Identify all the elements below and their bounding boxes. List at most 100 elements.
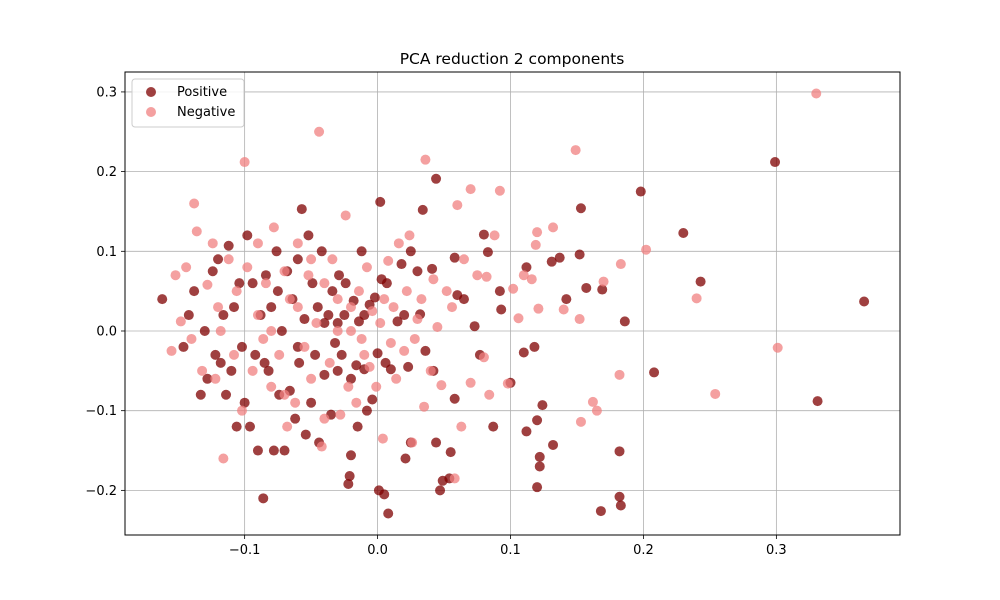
positive-point bbox=[859, 296, 870, 307]
positive-point bbox=[202, 373, 213, 384]
negative-point bbox=[311, 318, 322, 329]
positive-point bbox=[521, 426, 532, 437]
positive-point bbox=[770, 157, 781, 168]
positive-point bbox=[494, 286, 505, 297]
negative-point bbox=[772, 342, 783, 353]
negative-point bbox=[279, 389, 290, 400]
positive-point bbox=[635, 186, 646, 197]
negative-point bbox=[452, 200, 463, 211]
negative-point bbox=[558, 304, 569, 315]
positive-point bbox=[554, 252, 565, 263]
positive-point bbox=[375, 196, 386, 207]
positive-point bbox=[376, 274, 387, 285]
negative-point bbox=[533, 303, 544, 314]
positive-point bbox=[356, 246, 367, 257]
positive-point bbox=[319, 369, 330, 380]
negative-point bbox=[166, 345, 177, 356]
positive-point bbox=[532, 482, 543, 493]
positive-point bbox=[367, 394, 378, 405]
positive-point bbox=[532, 415, 543, 426]
negative-point bbox=[530, 239, 541, 250]
negative-point bbox=[175, 316, 186, 327]
positive-point bbox=[403, 361, 414, 372]
negative-point bbox=[247, 365, 258, 376]
positive-point bbox=[300, 429, 311, 440]
positive-point bbox=[537, 400, 548, 411]
negative-point bbox=[359, 349, 370, 360]
negative-point bbox=[570, 145, 581, 156]
negative-point bbox=[356, 333, 367, 344]
legend-marker-positive bbox=[146, 87, 156, 97]
positive-point bbox=[268, 445, 279, 456]
negative-point bbox=[343, 381, 354, 392]
negative-point bbox=[591, 405, 602, 416]
negative-point bbox=[481, 271, 492, 282]
negative-point bbox=[332, 325, 343, 336]
positive-point bbox=[427, 263, 438, 274]
negative-point bbox=[279, 266, 290, 277]
negative-point bbox=[292, 238, 303, 249]
negative-point bbox=[615, 259, 626, 270]
negative-point bbox=[432, 322, 443, 333]
negative-point bbox=[641, 244, 652, 255]
x-tick-label: −0.1 bbox=[229, 543, 261, 558]
positive-point bbox=[332, 365, 343, 376]
positive-point bbox=[695, 276, 706, 287]
negative-point bbox=[508, 283, 519, 294]
positive-point bbox=[306, 397, 317, 408]
negative-point bbox=[447, 302, 458, 313]
negative-point bbox=[425, 365, 436, 376]
positive-point bbox=[310, 349, 321, 360]
negative-point bbox=[478, 352, 489, 363]
negative-point bbox=[532, 227, 543, 238]
positive-point bbox=[619, 316, 630, 327]
positive-point bbox=[373, 485, 384, 496]
positive-point bbox=[546, 256, 557, 267]
positive-point bbox=[226, 365, 237, 376]
data-points bbox=[157, 88, 870, 519]
positive-point bbox=[615, 500, 626, 511]
negative-point bbox=[314, 126, 325, 137]
positive-point bbox=[312, 302, 323, 313]
negative-point bbox=[282, 421, 293, 432]
negative-point bbox=[316, 441, 327, 452]
positive-point bbox=[236, 341, 247, 352]
negative-point bbox=[186, 333, 197, 344]
positive-point bbox=[178, 341, 189, 352]
negative-point bbox=[472, 270, 483, 281]
legend-marker-negative bbox=[146, 107, 156, 117]
negative-point bbox=[181, 262, 192, 273]
positive-point bbox=[272, 286, 283, 297]
negative-point bbox=[252, 310, 263, 321]
positive-point bbox=[561, 294, 572, 305]
positive-point bbox=[345, 373, 356, 384]
negative-point bbox=[299, 341, 310, 352]
positive-point bbox=[343, 478, 354, 489]
negative-point bbox=[375, 318, 386, 329]
negative-point bbox=[449, 473, 460, 484]
negative-point bbox=[231, 286, 242, 297]
legend-frame bbox=[131, 78, 245, 128]
negative-point bbox=[388, 302, 399, 313]
negative-point bbox=[353, 286, 364, 297]
y-tick-label: −0.2 bbox=[85, 484, 117, 499]
positive-point bbox=[336, 349, 347, 360]
negative-point bbox=[526, 274, 537, 285]
positive-point bbox=[431, 437, 442, 448]
positive-point bbox=[392, 316, 403, 327]
positive-point bbox=[399, 310, 410, 321]
negative-point bbox=[691, 293, 702, 304]
positive-point bbox=[518, 347, 529, 358]
positive-point bbox=[345, 450, 356, 461]
negative-point bbox=[367, 306, 378, 317]
negative-point bbox=[420, 154, 431, 165]
positive-point bbox=[319, 318, 330, 329]
positive-point bbox=[210, 349, 221, 360]
y-tick-label: 0.2 bbox=[96, 165, 117, 180]
negative-point bbox=[351, 397, 362, 408]
positive-point bbox=[431, 173, 442, 184]
positive-point bbox=[812, 396, 823, 407]
negative-point bbox=[252, 238, 263, 249]
negative-point bbox=[575, 416, 586, 427]
negative-point bbox=[236, 405, 247, 416]
